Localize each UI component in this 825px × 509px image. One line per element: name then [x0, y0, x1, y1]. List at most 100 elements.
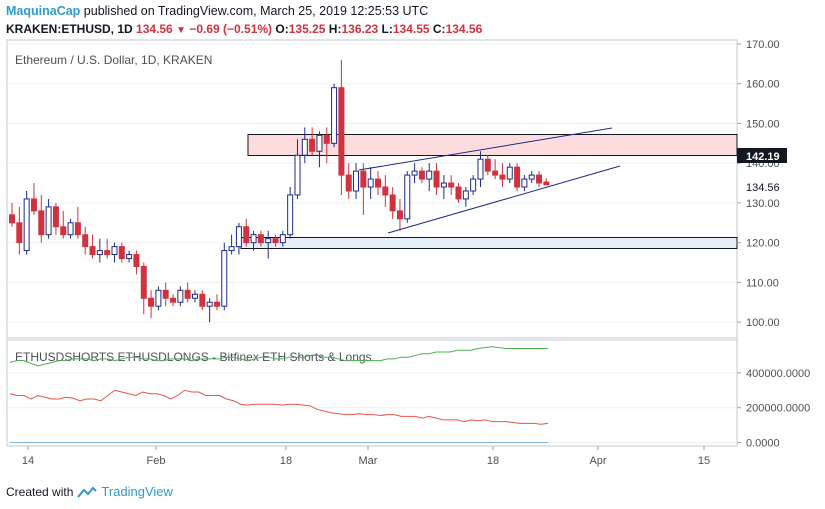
- candle[interactable]: [265, 230, 272, 259]
- candle[interactable]: [411, 163, 418, 184]
- candle[interactable]: [484, 155, 491, 176]
- candle[interactable]: [38, 194, 45, 243]
- candle[interactable]: [338, 59, 345, 195]
- candle[interactable]: [140, 262, 147, 315]
- candle[interactable]: [528, 171, 535, 184]
- candle[interactable]: [89, 234, 96, 259]
- candle[interactable]: [82, 226, 89, 255]
- candle[interactable]: [382, 175, 389, 207]
- candle-body: [404, 174, 411, 220]
- candle[interactable]: [199, 290, 206, 311]
- candle[interactable]: [118, 242, 125, 263]
- tradingview-brand[interactable]: TradingView: [101, 484, 173, 499]
- candle[interactable]: [543, 178, 550, 186]
- longs-line[interactable]: [9, 346, 548, 367]
- candle[interactable]: [279, 230, 286, 247]
- candle[interactable]: [184, 282, 191, 303]
- candle[interactable]: [294, 139, 301, 199]
- candle[interactable]: [448, 175, 455, 195]
- candle[interactable]: [506, 163, 513, 184]
- candle[interactable]: [126, 250, 133, 263]
- lower-trendline[interactable]: [387, 165, 621, 234]
- candle[interactable]: [45, 198, 52, 239]
- candle[interactable]: [16, 206, 23, 255]
- candle[interactable]: [470, 175, 477, 195]
- candle[interactable]: [462, 187, 469, 207]
- candle[interactable]: [287, 187, 294, 239]
- candle-body: [133, 254, 140, 267]
- current-price-label: 134.56: [746, 182, 780, 194]
- candle[interactable]: [514, 163, 521, 191]
- candle[interactable]: [213, 294, 220, 311]
- publisher-name[interactable]: MaquinaCap: [6, 4, 81, 18]
- candle[interactable]: [52, 202, 59, 235]
- candle[interactable]: [30, 183, 37, 215]
- resistance-zone[interactable]: [247, 134, 738, 156]
- candle-body: [38, 210, 45, 236]
- open-value: 135.25: [288, 22, 326, 36]
- candle-body: [353, 170, 360, 192]
- candle[interactable]: [521, 175, 528, 191]
- candle[interactable]: [331, 83, 338, 148]
- candle[interactable]: [192, 290, 198, 303]
- candle[interactable]: [228, 234, 235, 255]
- publish-line: MaquinaCap published on TradingView.com,…: [6, 4, 428, 18]
- candle-body: [9, 214, 15, 224]
- candle[interactable]: [396, 198, 403, 231]
- candle[interactable]: [367, 167, 374, 199]
- candle-body: [294, 154, 301, 196]
- candle[interactable]: [477, 151, 484, 188]
- candle[interactable]: [353, 163, 360, 199]
- candle[interactable]: [250, 230, 257, 251]
- candle[interactable]: [67, 218, 74, 239]
- candle[interactable]: [440, 175, 447, 199]
- candle[interactable]: [235, 222, 242, 255]
- candle[interactable]: [96, 238, 103, 263]
- candle[interactable]: [243, 218, 250, 247]
- candle[interactable]: [133, 250, 140, 275]
- indicator-axis: 400000.0000 200000.0000 0.0000: [737, 368, 810, 450]
- candle[interactable]: [148, 290, 155, 319]
- candle[interactable]: [206, 298, 213, 323]
- candle[interactable]: [257, 230, 264, 247]
- price-axis: 170.00160.00150.00140.00130.00120.00110.…: [737, 39, 780, 329]
- candle[interactable]: [272, 234, 279, 247]
- candle[interactable]: [426, 163, 433, 191]
- candle[interactable]: [155, 286, 162, 311]
- candle[interactable]: [221, 242, 228, 311]
- candle[interactable]: [404, 171, 411, 223]
- candle[interactable]: [23, 190, 30, 255]
- candle[interactable]: [536, 171, 543, 188]
- candle[interactable]: [499, 163, 506, 188]
- candle[interactable]: [60, 210, 67, 239]
- candle[interactable]: [389, 187, 396, 219]
- candle[interactable]: [323, 127, 330, 164]
- candle[interactable]: [177, 286, 184, 307]
- candle[interactable]: [111, 242, 118, 263]
- candle[interactable]: [433, 163, 440, 195]
- candle[interactable]: [162, 282, 169, 307]
- candle[interactable]: [418, 167, 425, 184]
- candle[interactable]: [492, 159, 499, 180]
- candle[interactable]: [301, 127, 308, 164]
- badge-background: [737, 148, 787, 163]
- candle[interactable]: [9, 202, 15, 227]
- price-pane[interactable]: [6, 39, 738, 339]
- candle[interactable]: [170, 294, 177, 307]
- candle[interactable]: [455, 183, 462, 203]
- candle[interactable]: [309, 127, 316, 156]
- candle[interactable]: [360, 163, 367, 215]
- candle[interactable]: [74, 206, 81, 239]
- candle[interactable]: [316, 131, 323, 168]
- upper-trendline[interactable]: [358, 127, 613, 171]
- candle[interactable]: [104, 238, 111, 259]
- candle-body: [221, 250, 228, 307]
- candle-body: [96, 250, 103, 256]
- shorts-line[interactable]: [9, 389, 549, 425]
- candles: [9, 59, 550, 323]
- support-zone[interactable]: [240, 237, 738, 249]
- candle[interactable]: [345, 163, 352, 199]
- indicator-pane-title: ETHUSDSHORTS ETHUSDLONGS - Bitfinex ETH …: [15, 350, 372, 364]
- candle[interactable]: [375, 171, 381, 195]
